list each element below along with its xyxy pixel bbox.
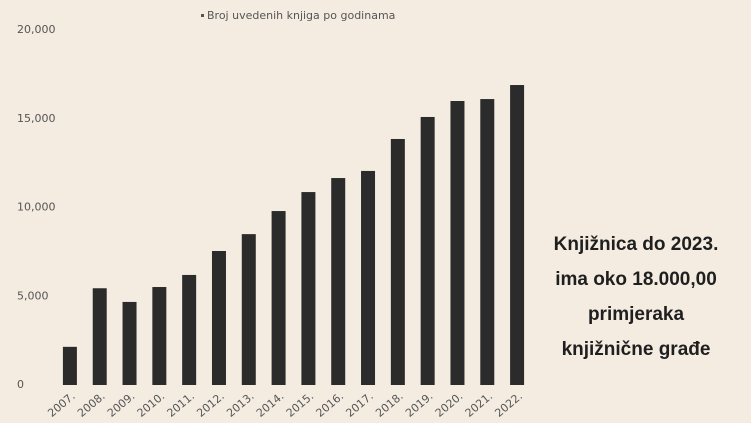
bar <box>301 192 316 385</box>
x-tick-label: 2012. <box>194 390 226 420</box>
bar <box>271 211 286 385</box>
bar <box>390 138 405 385</box>
annotation: ima oko 18.000,00 <box>555 269 717 290</box>
x-tick-label: 2019. <box>403 390 435 420</box>
x-tick-label: 2009. <box>105 390 137 420</box>
x-tick-label: 2013. <box>224 390 256 420</box>
bar <box>420 116 435 385</box>
bar <box>182 274 197 385</box>
legend-marker <box>201 14 204 17</box>
annotation: primjeraka <box>588 304 685 325</box>
x-tick-label: 2014. <box>254 390 286 420</box>
y-tick-label: 20,000 <box>17 23 56 36</box>
x-tick-label: 2015. <box>284 390 316 420</box>
x-tick-label: 2021. <box>463 390 495 420</box>
bar <box>122 301 137 385</box>
bar <box>152 287 167 385</box>
annotation: knjižnične građe <box>562 339 711 360</box>
bar <box>361 170 376 385</box>
annotation: Knjižnica do 2023. <box>554 234 719 255</box>
x-tick-label: 2016. <box>314 390 346 420</box>
bar <box>331 178 346 385</box>
x-tick-label: 2022. <box>492 390 524 420</box>
y-tick-label: 10,000 <box>17 201 56 214</box>
x-tick-label: 2011. <box>165 390 197 420</box>
bar <box>450 101 465 385</box>
x-tick-label: 2010. <box>135 390 167 420</box>
y-tick-label: 5,000 <box>17 289 49 302</box>
x-tick-label: 2018. <box>373 390 405 420</box>
bar <box>480 99 495 386</box>
x-tick-label: 2007. <box>45 390 77 420</box>
y-tick-label: 0 <box>17 378 24 391</box>
x-tick-label: 2020. <box>433 390 465 420</box>
bar <box>92 288 107 385</box>
y-tick-label: 15,000 <box>17 112 56 125</box>
bar <box>241 234 256 385</box>
bar <box>62 346 77 385</box>
x-tick-label: 2008. <box>75 390 107 420</box>
bar <box>211 250 226 385</box>
bar <box>510 85 525 386</box>
legend-label: Broj uvedenih knjiga po godinama <box>207 9 395 22</box>
x-tick-label: 2017. <box>343 390 375 420</box>
